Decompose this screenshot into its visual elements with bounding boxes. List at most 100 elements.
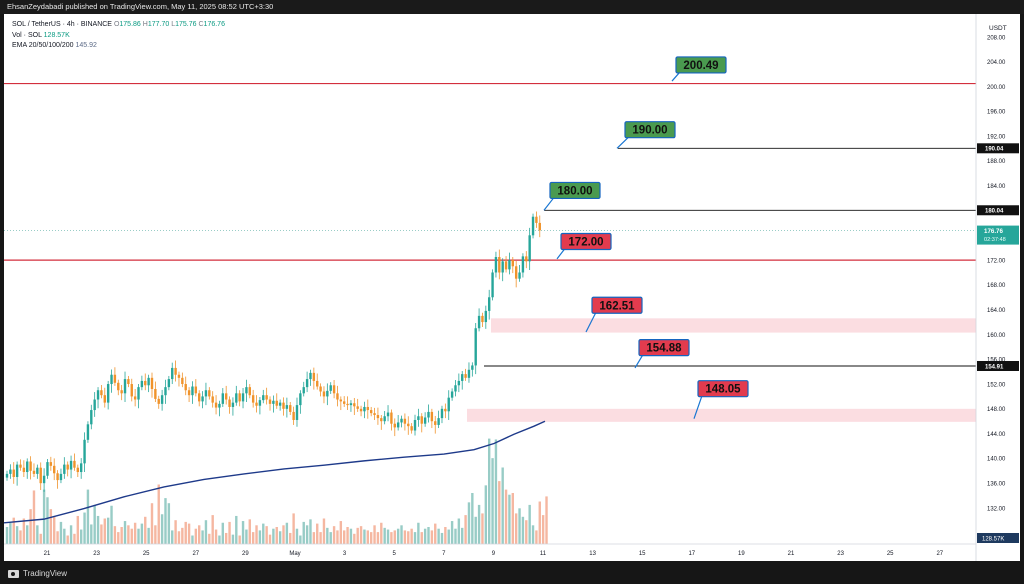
volume-bar [123, 521, 127, 544]
time-tick-label: 25 [887, 551, 894, 557]
volume-bar [498, 481, 501, 544]
candle-body [56, 473, 59, 481]
candle-body [312, 372, 316, 381]
candle-body [450, 391, 454, 398]
candle-body [150, 377, 154, 389]
volume-bar [211, 515, 214, 544]
volume-bar [373, 525, 376, 544]
candle-body [434, 421, 437, 425]
volume-bar [316, 523, 319, 544]
volume-bar [518, 508, 521, 544]
candle-body [501, 261, 504, 273]
candle-body [235, 393, 238, 403]
high-label: H [142, 21, 148, 28]
volume-bar [117, 532, 120, 544]
volume-bar [79, 529, 83, 544]
candle-body [265, 395, 268, 400]
price-tick-label: 160.00 [987, 333, 1006, 339]
candle-body [167, 379, 171, 388]
volume-bar [59, 521, 63, 544]
volume-value: 128.57K [43, 31, 70, 39]
candle-body [73, 460, 76, 468]
price-marker-155: 154.91 [985, 364, 1004, 370]
candle-body [464, 374, 467, 378]
candle-body [164, 387, 167, 396]
candle-body [531, 216, 535, 236]
candle-body [184, 384, 187, 391]
price-tick-label: 208.00 [987, 35, 1006, 41]
volume-bar [332, 526, 336, 544]
chart-canvas[interactable]: 200.49 190.00 180.00 172.00 162.51 154.88 148.… [4, 14, 1020, 561]
volume-bar [177, 531, 181, 544]
time-tick-label: 25 [143, 551, 150, 557]
candle-body [255, 402, 258, 406]
candle-body [373, 413, 376, 416]
volume-bar [19, 530, 22, 544]
candle-body [477, 315, 481, 329]
price-callout: 180.00 [543, 181, 601, 211]
candle-body [22, 467, 26, 473]
level-lines-layer [4, 82, 976, 367]
volume-bar [514, 513, 518, 544]
candle-body [66, 464, 69, 470]
zone-layer [467, 318, 976, 422]
candle-body [208, 390, 211, 397]
volume-bar [268, 534, 272, 544]
support-zone [467, 408, 976, 422]
volume-bar [228, 521, 231, 544]
candle-body [282, 402, 285, 409]
low-value: 175.76 [175, 21, 197, 28]
candle-body [393, 423, 396, 428]
candle-body [177, 374, 181, 378]
callout-box [624, 121, 676, 139]
time-tick-label: 19 [738, 551, 745, 557]
candle-body [106, 384, 110, 403]
candle-body [343, 401, 346, 404]
volume-bar [407, 531, 410, 544]
volume-bar [305, 525, 309, 544]
candle-body [231, 402, 235, 407]
candle-body [53, 465, 56, 474]
time-tick-label: 13 [589, 551, 596, 557]
candle-body [309, 372, 312, 380]
volume-badge-bg [977, 533, 1019, 543]
price-tick-label: 204.00 [987, 60, 1006, 66]
candle-body [413, 419, 417, 431]
candle-body [538, 222, 541, 231]
price-tick-label: 140.00 [987, 457, 1006, 463]
volume-bar [501, 467, 504, 544]
candle-body [339, 399, 343, 402]
candle-body [110, 374, 113, 385]
candle-body [248, 387, 251, 396]
last-price-label: 176.76 [984, 228, 1003, 235]
candle-body [42, 475, 46, 484]
candle-body [90, 410, 93, 425]
volume-bar [184, 521, 187, 544]
candle-body [316, 380, 319, 387]
volume-bar [100, 524, 103, 544]
volume-bar [262, 523, 265, 544]
volume-bar [336, 530, 339, 544]
volume-bar [251, 532, 255, 544]
candle-body [137, 387, 140, 400]
volume-bar [474, 516, 477, 544]
price-callout: 148.05 [693, 380, 749, 419]
candle-body [484, 310, 488, 323]
price-marker-180: 180.04 [985, 209, 1004, 215]
candle-body [278, 402, 282, 406]
candle-body [430, 411, 434, 422]
candle-body [224, 393, 228, 400]
tradingview-logo: TradingView [8, 569, 67, 578]
volume-bar [53, 515, 56, 544]
volume-bar [36, 525, 39, 544]
volume-bar [238, 535, 241, 544]
volume-bar [113, 526, 117, 544]
volume-bar [157, 484, 160, 544]
candle-body [403, 418, 407, 424]
candle-body [528, 235, 531, 262]
volume-bar [461, 527, 464, 544]
candle-body [211, 396, 214, 403]
candle-body [12, 469, 15, 477]
chart-panel[interactable]: 200.49 190.00 180.00 172.00 162.51 154.88 148.… [4, 14, 1020, 561]
volume-bar [130, 528, 133, 544]
